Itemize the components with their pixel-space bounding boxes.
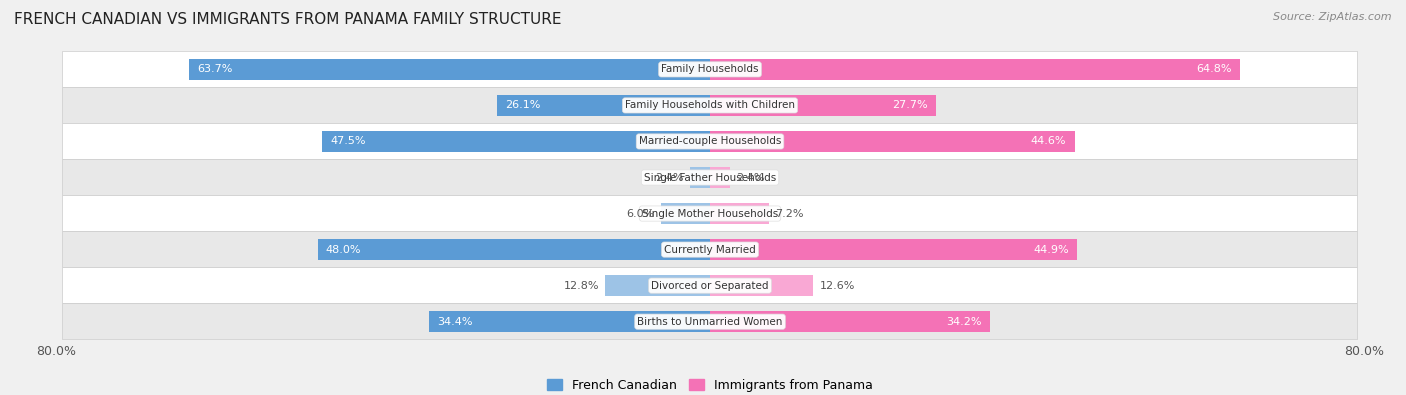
Text: 64.8%: 64.8% xyxy=(1197,64,1232,74)
Text: 44.9%: 44.9% xyxy=(1033,245,1069,255)
FancyBboxPatch shape xyxy=(63,196,1357,231)
Text: 44.6%: 44.6% xyxy=(1031,136,1066,147)
Text: 48.0%: 48.0% xyxy=(326,245,361,255)
FancyBboxPatch shape xyxy=(63,231,1357,268)
Text: 12.8%: 12.8% xyxy=(564,280,599,291)
Text: 27.7%: 27.7% xyxy=(893,100,928,111)
FancyBboxPatch shape xyxy=(63,123,1357,160)
Text: 2.4%: 2.4% xyxy=(655,173,683,182)
Bar xyxy=(322,131,710,152)
Text: Single Mother Households: Single Mother Households xyxy=(643,209,778,218)
Text: 47.5%: 47.5% xyxy=(330,136,366,147)
Bar xyxy=(710,239,1077,260)
Bar xyxy=(710,167,730,188)
Text: 2.4%: 2.4% xyxy=(737,173,765,182)
Text: 26.1%: 26.1% xyxy=(505,100,540,111)
Text: 6.0%: 6.0% xyxy=(626,209,654,218)
Text: Currently Married: Currently Married xyxy=(664,245,756,255)
FancyBboxPatch shape xyxy=(63,160,1357,196)
Text: FRENCH CANADIAN VS IMMIGRANTS FROM PANAMA FAMILY STRUCTURE: FRENCH CANADIAN VS IMMIGRANTS FROM PANAM… xyxy=(14,12,561,27)
FancyBboxPatch shape xyxy=(63,268,1357,304)
Legend: French Canadian, Immigrants from Panama: French Canadian, Immigrants from Panama xyxy=(541,374,879,395)
Bar xyxy=(710,203,769,224)
Bar xyxy=(496,95,710,116)
Text: Births to Unmarried Women: Births to Unmarried Women xyxy=(637,317,783,327)
Text: 34.4%: 34.4% xyxy=(437,317,472,327)
Bar xyxy=(710,95,936,116)
Text: Family Households with Children: Family Households with Children xyxy=(626,100,794,111)
Text: Divorced or Separated: Divorced or Separated xyxy=(651,280,769,291)
Bar xyxy=(710,131,1074,152)
Text: 34.2%: 34.2% xyxy=(946,317,981,327)
FancyBboxPatch shape xyxy=(63,304,1357,340)
Text: 7.2%: 7.2% xyxy=(776,209,804,218)
Bar xyxy=(710,311,990,333)
Bar xyxy=(661,203,710,224)
Bar xyxy=(318,239,710,260)
Bar xyxy=(710,275,813,296)
FancyBboxPatch shape xyxy=(63,87,1357,123)
Bar xyxy=(710,58,1240,80)
Text: 12.6%: 12.6% xyxy=(820,280,855,291)
Bar xyxy=(690,167,710,188)
Text: Single Father Households: Single Father Households xyxy=(644,173,776,182)
Bar xyxy=(429,311,710,333)
FancyBboxPatch shape xyxy=(63,51,1357,87)
Text: Source: ZipAtlas.com: Source: ZipAtlas.com xyxy=(1274,12,1392,22)
Text: 63.7%: 63.7% xyxy=(198,64,233,74)
Bar xyxy=(190,58,710,80)
Text: Married-couple Households: Married-couple Households xyxy=(638,136,782,147)
Text: Family Households: Family Households xyxy=(661,64,759,74)
Bar xyxy=(606,275,710,296)
